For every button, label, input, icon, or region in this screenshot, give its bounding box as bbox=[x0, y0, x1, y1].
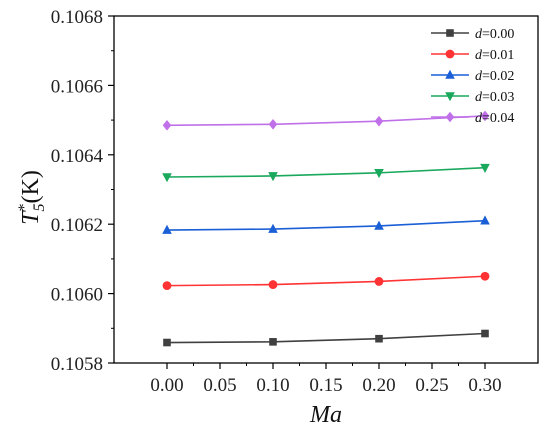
data-point bbox=[163, 338, 171, 347]
legend-label-var: d bbox=[475, 48, 483, 63]
legend-item: d=0.04 bbox=[431, 111, 514, 126]
y-axis-title-superscript: * bbox=[16, 203, 33, 211]
data-point bbox=[269, 338, 277, 346]
y-tick-label: 0.1064 bbox=[51, 146, 104, 167]
x-tick-label: 0.05 bbox=[203, 375, 236, 396]
x-tick-label: 0.25 bbox=[415, 375, 448, 396]
data-point bbox=[480, 110, 490, 122]
series-line bbox=[166, 219, 486, 231]
series-3 bbox=[162, 215, 490, 234]
y-axis: 0.1058 0.1060 0.1062 0.1064 0.1066 0.1068 bbox=[51, 7, 114, 375]
y-tick-label: 0.1068 bbox=[51, 7, 103, 28]
legend-label-value: =0.01 bbox=[482, 48, 514, 63]
legend-item: d=0.01 bbox=[431, 48, 514, 63]
data-point bbox=[162, 120, 172, 131]
data-point bbox=[268, 280, 278, 289]
data-point bbox=[268, 118, 278, 130]
x-tick-label: 0.20 bbox=[362, 375, 395, 396]
legend-marker bbox=[445, 69, 455, 79]
legend-marker bbox=[445, 49, 455, 59]
legend-label-value: =0.00 bbox=[482, 27, 514, 42]
data-point bbox=[162, 224, 172, 234]
data-point bbox=[480, 215, 490, 225]
legend-label: d=0.04 bbox=[475, 111, 514, 126]
series-4 bbox=[162, 163, 490, 183]
data-point bbox=[268, 223, 278, 233]
y-axis-title-main: T bbox=[18, 210, 44, 225]
data-point bbox=[162, 281, 172, 291]
legend-label: d=0.00 bbox=[475, 27, 514, 42]
series-line bbox=[166, 115, 486, 127]
legend-item: d=0.03 bbox=[431, 90, 514, 105]
data-point bbox=[374, 115, 384, 127]
x-axis: 0.00 0.05 0.10 0.15 0.20 0.25 0.30 bbox=[150, 363, 502, 396]
legend-label-value: =0.02 bbox=[482, 69, 514, 84]
series-layer bbox=[162, 110, 490, 347]
y-tick-label: 0.1062 bbox=[51, 215, 103, 236]
y-tick-label: 0.1058 bbox=[51, 354, 103, 375]
legend: d=0.00d=0.01d=0.02d=0.03d=0.04 bbox=[431, 27, 514, 126]
legend-label-var: d bbox=[475, 90, 483, 105]
data-point bbox=[374, 220, 384, 230]
legend-item: d=0.02 bbox=[431, 69, 514, 84]
data-point bbox=[480, 271, 490, 281]
x-axis-title: Ma bbox=[309, 402, 342, 428]
legend-label-var: d bbox=[475, 27, 483, 42]
legend-label-value: =0.03 bbox=[482, 90, 514, 105]
x-tick-label: 0.30 bbox=[468, 375, 501, 396]
y-tick-label: 0.1066 bbox=[51, 76, 103, 97]
data-point bbox=[162, 173, 172, 183]
legend-label: d=0.02 bbox=[475, 69, 514, 84]
x-tick-label: 0.15 bbox=[309, 375, 342, 396]
y-axis-title-unit: (K) bbox=[18, 170, 44, 203]
legend-label: d=0.01 bbox=[475, 48, 514, 63]
data-point bbox=[374, 277, 384, 286]
y-axis-title: T5*(K) bbox=[16, 170, 48, 225]
series-5 bbox=[162, 110, 490, 131]
legend-marker bbox=[446, 29, 454, 37]
series-line bbox=[166, 275, 486, 287]
data-point bbox=[480, 163, 490, 173]
series-1 bbox=[163, 329, 489, 347]
data-point bbox=[375, 334, 383, 343]
legend-marker bbox=[445, 111, 455, 123]
legend-label-var: d bbox=[475, 69, 483, 84]
x-tick-label: 0.00 bbox=[150, 375, 183, 396]
series-2 bbox=[162, 271, 490, 291]
y-axis-title-subscript: 5 bbox=[31, 203, 48, 211]
x-tick-label: 0.10 bbox=[256, 375, 289, 396]
legend-marker bbox=[445, 92, 455, 102]
data-point bbox=[481, 329, 489, 338]
data-point bbox=[374, 169, 384, 179]
legend-label: d=0.03 bbox=[475, 90, 514, 105]
legend-label-var: d bbox=[475, 111, 483, 126]
series-line bbox=[166, 332, 486, 344]
legend-label-value: =0.04 bbox=[482, 111, 514, 126]
data-point bbox=[268, 172, 278, 182]
legend-item: d=0.00 bbox=[431, 27, 514, 42]
y-tick-label: 0.1060 bbox=[51, 285, 103, 306]
series-line bbox=[166, 166, 486, 178]
